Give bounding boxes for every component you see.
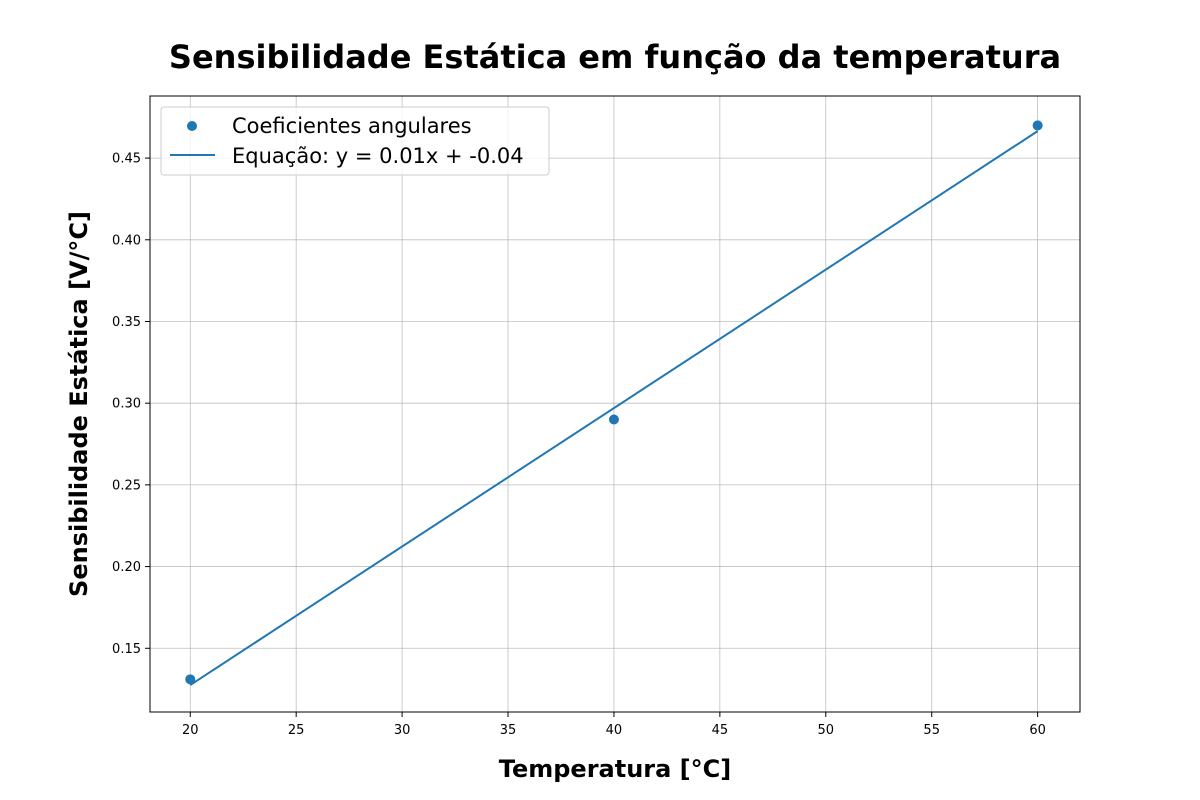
y-tick-label: 0.40 [112,233,141,248]
y-tick-label: 0.35 [112,315,141,330]
x-tick-label: 40 [606,723,623,738]
y-axis-ticks: 0.15 0.20 0.25 0.30 0.35 0.40 0.45 [112,152,150,657]
x-tick-label: 30 [394,723,411,738]
series-layer [185,120,1043,686]
x-tick-label: 25 [288,723,305,738]
y-tick-label: 0.25 [112,478,141,493]
x-tick-label: 45 [712,723,729,738]
x-tick-label: 60 [1029,723,1046,738]
x-tick-label: 35 [500,723,517,738]
x-axis-label: Temperatura [°C] [499,755,731,783]
scatter-point [1032,120,1043,131]
fit-line [189,130,1039,686]
y-tick-label: 0.20 [112,560,141,575]
chart-title: Sensibilidade Estática em função da temp… [169,38,1061,76]
scatter-point [608,414,619,425]
y-tick-label: 0.15 [112,642,141,657]
y-tick-label: 0.30 [112,397,141,412]
legend-label-line: Equação: y = 0.01x + -0.04 [232,144,524,168]
legend-marker-scatter [187,121,197,131]
x-axis-ticks: 20 25 30 35 40 45 50 55 60 [182,712,1046,738]
legend-label-scatter: Coeficientes angulares [232,114,472,138]
scatter-point [185,674,196,685]
legend: Coeficientes angulares Equação: y = 0.01… [160,106,550,176]
legend-frame [160,106,550,176]
x-tick-label: 50 [818,723,835,738]
x-tick-label: 55 [923,723,940,738]
plot-area: 20 25 30 35 40 45 50 55 60 0.150.200.250.300.350… [112,95,1081,738]
axes-frame [149,95,1081,713]
y-tick-label: 0.45 [112,152,141,167]
grid-lines [150,96,1080,712]
x-tick-label: 20 [182,723,199,738]
y-axis-label: Sensibilidade Estática [V/°C] [65,211,93,597]
